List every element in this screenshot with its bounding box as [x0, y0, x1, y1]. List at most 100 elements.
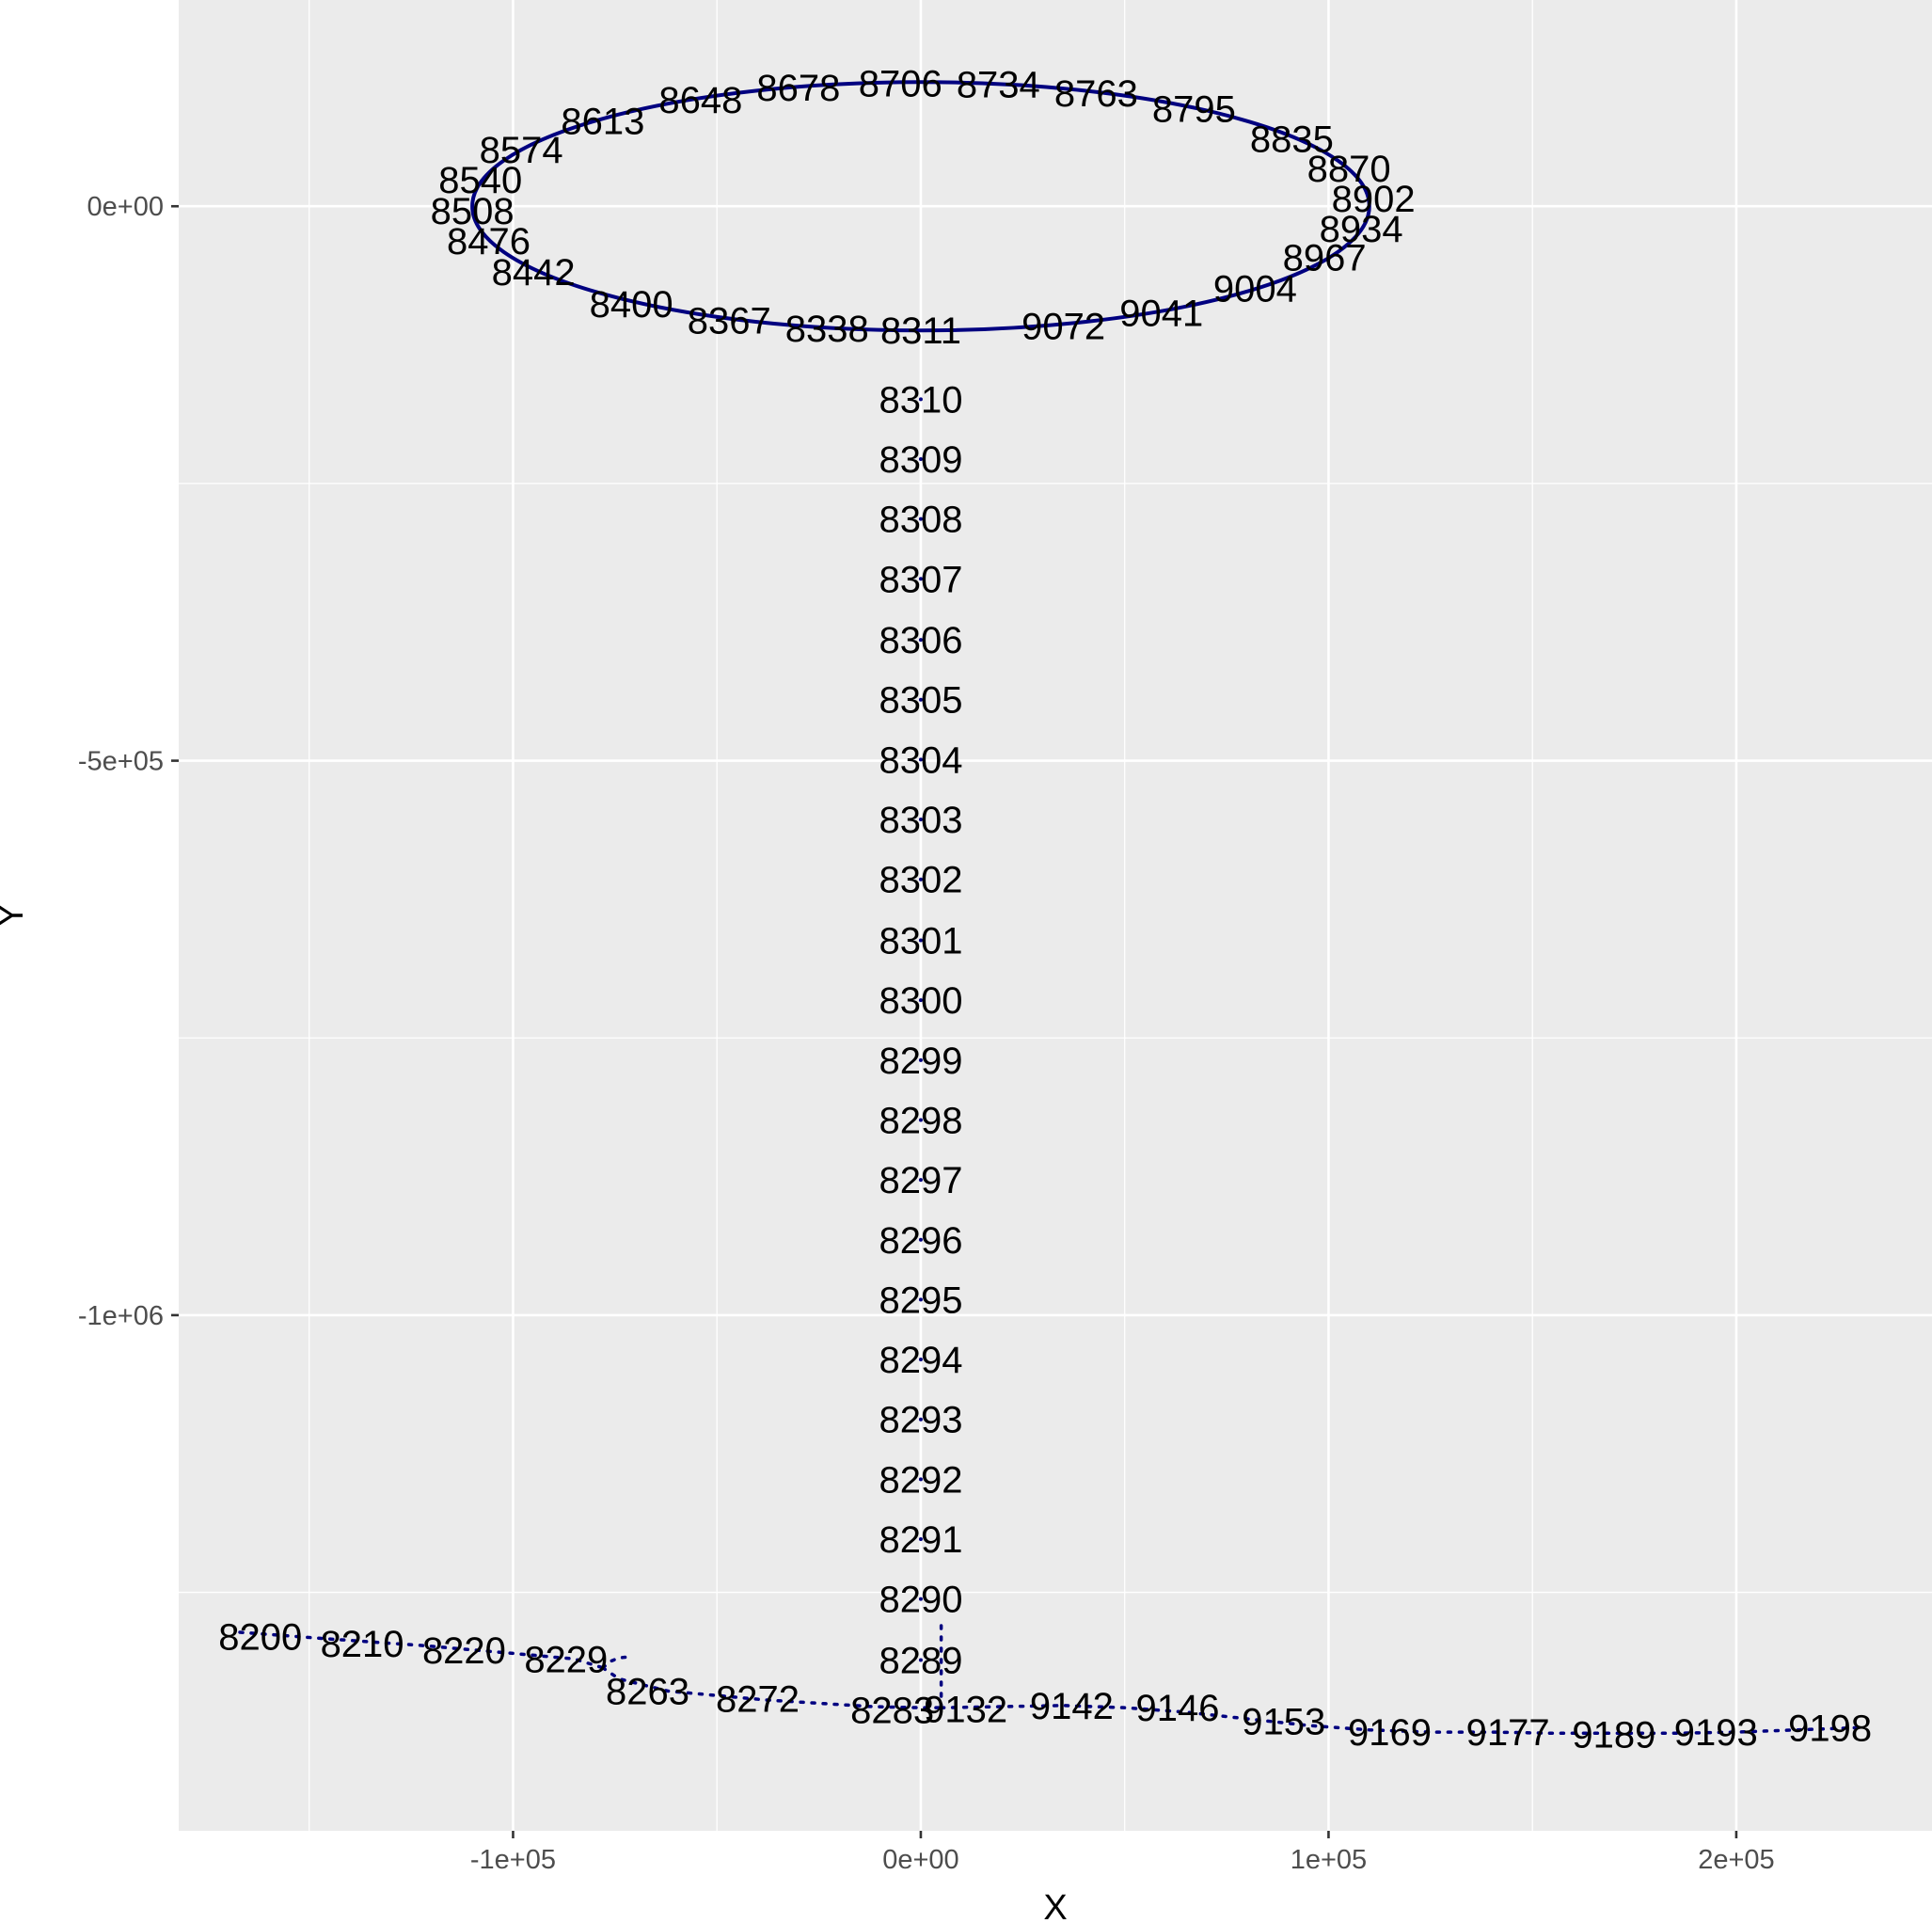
point-label: 8540 [438, 160, 522, 201]
point-label: 8835 [1250, 119, 1334, 160]
point-label: 8296 [879, 1220, 962, 1262]
y-tick-label: 0e+00 [87, 192, 164, 222]
point-label: 8367 [688, 301, 771, 342]
point-label: 8648 [658, 80, 742, 121]
point-label: 8763 [1054, 73, 1138, 115]
data-point [918, 1297, 923, 1302]
point-label: 9072 [1021, 307, 1105, 348]
point-label: 8289 [879, 1640, 962, 1681]
point-label: 8934 [1320, 209, 1403, 250]
point-label: 8290 [879, 1580, 962, 1621]
data-point [918, 517, 923, 521]
point-label: 8902 [1332, 179, 1416, 220]
point-label: 8967 [1283, 237, 1367, 278]
point-label: 8294 [879, 1340, 962, 1381]
trajectory-path [601, 1655, 633, 1670]
trajectory-path [601, 1665, 943, 1709]
data-point [918, 638, 923, 643]
panel-background [179, 0, 1932, 1831]
point-label: 9193 [1674, 1712, 1758, 1754]
point-label: 8293 [879, 1400, 962, 1441]
data-point [918, 938, 923, 943]
data-point [918, 397, 923, 402]
point-label: 8229 [524, 1639, 608, 1680]
point-label: 8309 [879, 439, 962, 481]
point-label: 8301 [879, 921, 962, 962]
y-tick-label: -1e+06 [78, 1301, 164, 1331]
point-label: 9198 [1788, 1708, 1872, 1749]
point-label: 9146 [1136, 1688, 1220, 1729]
point-label: 8508 [431, 191, 515, 232]
point-label: 8476 [447, 221, 531, 262]
data-point [918, 1417, 923, 1422]
x-tick-label: 0e+00 [882, 1845, 958, 1875]
point-label: 8200 [218, 1617, 302, 1659]
axes: -1e+05 0e+00 1e+05 2e+05 0e+00 -5e+05 -1e+06 [78, 192, 1775, 1875]
point-label: 8300 [879, 980, 962, 1022]
point-label: 8295 [879, 1279, 962, 1321]
x-tick-label: -1e+05 [470, 1845, 556, 1875]
data-point [918, 697, 923, 702]
point-label: 8220 [422, 1630, 506, 1672]
point-label: 9132 [924, 1689, 1007, 1730]
data-point [918, 1358, 923, 1362]
point-label: 8678 [756, 68, 840, 109]
point-label: 8400 [590, 284, 673, 326]
point-label: 8734 [957, 65, 1040, 106]
point-label: 8303 [879, 800, 962, 841]
point-label: 8308 [879, 500, 962, 541]
point-label: 8283 [850, 1691, 934, 1732]
point-label: 9004 [1213, 268, 1297, 310]
data-point [918, 577, 923, 581]
point-label: 8292 [879, 1459, 962, 1501]
y-axis-title: Y [0, 903, 31, 927]
point-label: 8304 [879, 739, 962, 781]
point-label: 8302 [879, 860, 962, 901]
data-point [918, 1658, 923, 1662]
x-tick-label: 1e+05 [1291, 1845, 1367, 1875]
data-point [918, 1537, 923, 1542]
point-label: 8311 [880, 310, 961, 352]
x-tick-label: 2e+05 [1698, 1845, 1774, 1875]
data-point [918, 998, 923, 1003]
point-label: 8306 [879, 620, 962, 661]
x-axis-title: X [1043, 1888, 1067, 1923]
orbit-ellipse [470, 80, 1371, 333]
data-point [918, 1477, 923, 1482]
point-label: 9189 [1572, 1714, 1655, 1756]
data-paths [238, 80, 1861, 1736]
point-label: 8574 [480, 130, 563, 171]
point-label: 8298 [879, 1100, 962, 1141]
y-tick-label: -5e+05 [78, 747, 164, 777]
data-point [918, 757, 923, 762]
point-label: 8613 [561, 101, 644, 142]
point-label: 9153 [1242, 1701, 1325, 1742]
data-point [918, 1597, 923, 1601]
point-label: 8442 [492, 252, 576, 294]
point-label: 9142 [1030, 1686, 1114, 1727]
point-label: 9041 [1119, 293, 1203, 334]
point-label: 8706 [859, 63, 942, 104]
point-label: 8263 [606, 1671, 689, 1712]
minor-gridlines [179, 0, 1932, 1831]
data-point [918, 1178, 923, 1183]
point-label: 8297 [879, 1160, 962, 1201]
point-label: 8795 [1152, 89, 1236, 131]
point-label: 8870 [1307, 149, 1391, 190]
point-label: 8305 [879, 680, 962, 722]
data-point [918, 1237, 923, 1242]
point-label: 8338 [785, 309, 869, 350]
trajectory-path [238, 1630, 605, 1670]
data-point [918, 877, 923, 882]
point-label: 8210 [321, 1624, 404, 1665]
point-label: 8307 [879, 559, 962, 600]
data-point [918, 818, 923, 822]
point-label: 8310 [879, 379, 962, 421]
point-label: 8291 [879, 1519, 962, 1561]
data-point [918, 1057, 923, 1062]
data-point [918, 456, 923, 461]
data-point [918, 1118, 923, 1122]
point-label: 8272 [716, 1679, 800, 1721]
